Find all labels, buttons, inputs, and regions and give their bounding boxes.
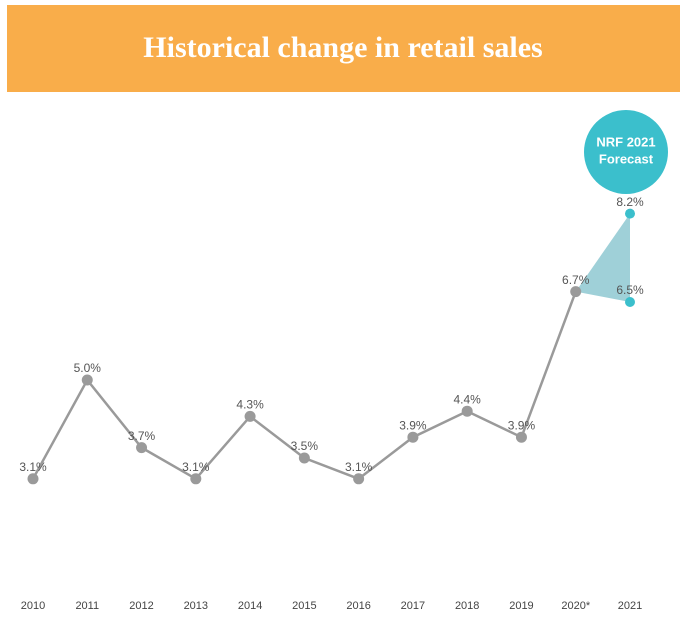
chart-title: Historical change in retail sales xyxy=(143,31,542,64)
data-label: 3.1% xyxy=(345,460,373,474)
x-tick-label: 2012 xyxy=(129,600,153,612)
x-tick-label: 2019 xyxy=(509,600,533,612)
data-label: 5.0% xyxy=(74,361,102,375)
forecast-badge-label: NRF 2021 xyxy=(596,134,655,149)
x-tick-label: 2016 xyxy=(346,600,370,612)
forecast-badge xyxy=(584,110,668,194)
point xyxy=(81,374,93,386)
point xyxy=(570,286,582,298)
x-tick-label: 2020* xyxy=(561,600,590,612)
x-tick-label: 2010 xyxy=(21,600,45,612)
point xyxy=(515,431,527,443)
point xyxy=(190,473,202,485)
point xyxy=(244,410,256,422)
x-tick-label: 2021 xyxy=(618,600,642,612)
x-tick-label: 2013 xyxy=(184,600,208,612)
x-tick-label: 2017 xyxy=(401,600,425,612)
data-label: 3.5% xyxy=(291,439,319,453)
x-tick-label: 2014 xyxy=(238,600,262,612)
data-label: 3.1% xyxy=(19,460,47,474)
data-label: 3.9% xyxy=(508,418,536,432)
point xyxy=(407,431,419,443)
data-label: 3.7% xyxy=(128,429,156,443)
data-label: 3.9% xyxy=(399,418,427,432)
x-tick-label: 2018 xyxy=(455,600,479,612)
forecast-point xyxy=(625,297,635,307)
data-label: 6.7% xyxy=(562,273,590,287)
data-label: 8.2% xyxy=(616,195,644,209)
x-tick-label: 2015 xyxy=(292,600,316,612)
point xyxy=(353,473,365,485)
title-banner xyxy=(7,5,680,92)
point xyxy=(136,442,148,454)
forecast-point xyxy=(625,208,635,219)
point xyxy=(27,473,39,485)
point xyxy=(298,452,310,464)
forecast-range xyxy=(575,213,630,302)
data-label: 4.3% xyxy=(236,398,264,412)
forecast-badge-label: Forecast xyxy=(599,151,654,166)
point xyxy=(461,405,473,417)
data-label: 6.5% xyxy=(616,283,644,297)
data-label: 4.4% xyxy=(454,392,482,406)
x-tick-label: 2011 xyxy=(75,600,99,612)
data-label: 3.1% xyxy=(182,460,210,474)
